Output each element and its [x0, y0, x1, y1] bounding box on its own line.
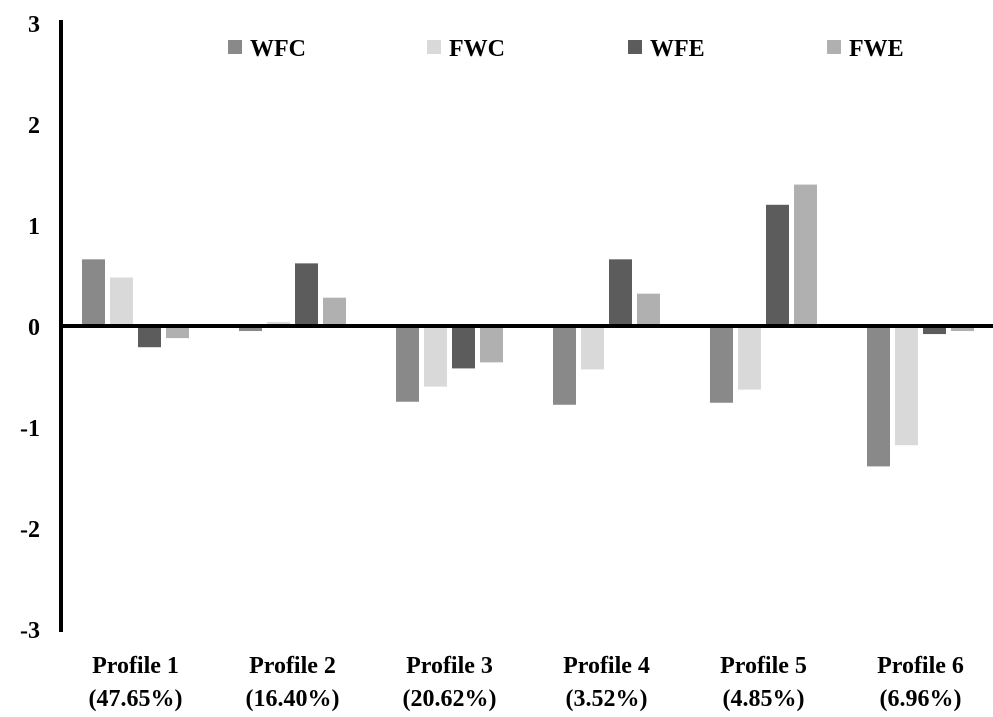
bar-fwe-profile-6: [951, 327, 974, 332]
y-tick-label: 3: [28, 12, 40, 38]
bar-wfc-profile-6: [867, 327, 890, 467]
bar-fwc-profile-4: [581, 327, 604, 370]
legend: WFC FWC WFE FWE: [228, 36, 904, 62]
bar-wfc-profile-5: [710, 327, 733, 403]
legend-swatch-wfc: [228, 40, 242, 54]
y-tick-label: -3: [20, 618, 40, 644]
bar-fwe-profile-2: [323, 297, 346, 327]
category-labels: Profile 1 (47.65%) Profile 2 (16.40%) Profil…: [89, 653, 964, 712]
y-tick-label: -2: [20, 517, 40, 543]
category-label: Profile 2: [249, 653, 336, 679]
bar-fwc-profile-1: [110, 277, 133, 327]
category-share-label: (47.65%): [89, 686, 183, 712]
bar-wfc-profile-4: [553, 327, 576, 405]
legend-swatch-fwe: [827, 40, 841, 54]
legend-swatch-wfe: [628, 40, 642, 54]
bar-wfe-profile-4: [609, 259, 632, 327]
category-label: Profile 1: [92, 653, 179, 679]
bar-wfc-profile-2: [239, 327, 262, 332]
legend-label-fwc: FWC: [449, 36, 505, 62]
bar-fwc-profile-3: [424, 327, 447, 387]
bar-wfc-profile-1: [82, 259, 105, 327]
bar-wfe-profile-5: [766, 204, 789, 327]
bar-fwe-profile-3: [480, 327, 503, 363]
category-label: Profile 5: [720, 653, 807, 679]
bar-wfe-profile-3: [452, 327, 475, 369]
bar-fwe-profile-4: [637, 293, 660, 327]
category-share-label: (3.52%): [566, 686, 648, 712]
bars: [82, 184, 974, 467]
y-tick-label: 2: [28, 113, 40, 139]
legend-label-wfe: WFE: [650, 36, 705, 62]
bar-fwc-profile-6: [895, 327, 918, 446]
bar-wfe-profile-2: [295, 263, 318, 327]
y-tick-labels: 3 2 1 0 -1 -2 -3: [20, 12, 40, 644]
legend-swatch-fwc: [427, 40, 441, 54]
bar-wfe-profile-1: [138, 327, 161, 348]
bar-fwc-profile-5: [738, 327, 761, 390]
y-tick-label: 1: [28, 214, 40, 240]
bar-fwe-profile-5: [794, 184, 817, 327]
category-label: Profile 3: [406, 653, 493, 679]
category-share-label: (16.40%): [246, 686, 340, 712]
bar-wfe-profile-6: [923, 327, 946, 335]
category-label: Profile 6: [877, 653, 964, 679]
y-tick-label: 0: [28, 315, 40, 341]
category-share-label: (20.62%): [403, 686, 497, 712]
bar-fwe-profile-1: [166, 327, 189, 339]
y-tick-label: -1: [20, 416, 40, 442]
bar-wfc-profile-3: [396, 327, 419, 402]
category-label: Profile 4: [563, 653, 650, 679]
category-share-label: (4.85%): [723, 686, 805, 712]
category-share-label: (6.96%): [880, 686, 962, 712]
legend-label-wfc: WFC: [250, 36, 306, 62]
legend-label-fwe: FWE: [849, 36, 904, 62]
